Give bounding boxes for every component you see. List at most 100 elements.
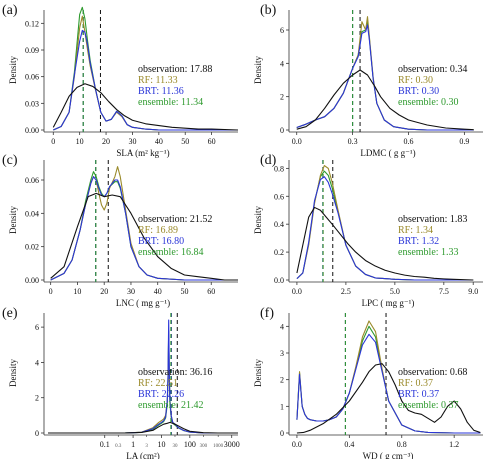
y-tick-label: 6 xyxy=(280,26,284,35)
x-tick-label: 0.0 xyxy=(292,440,302,449)
y-tick-label: 6 xyxy=(35,323,39,332)
panel-label: (e) xyxy=(2,306,18,321)
y-tick-label: 0.06 xyxy=(25,176,39,185)
x-tick-label: 60 xyxy=(208,137,216,146)
panel-4: (d) 0.0 2.5 5.0 7.5 9.0 0.0 0.2 0.4 0.6 0.8 LPC ( m… xyxy=(253,153,483,308)
x-tick-label: 0.0 xyxy=(292,137,302,146)
panel-label: (d) xyxy=(260,153,277,168)
x-tick-label: 9.0 xyxy=(468,287,478,296)
y-tick-label: 0.09 xyxy=(25,46,39,55)
legend-entry-ensemble: ensemble: 16.84 xyxy=(138,247,204,258)
x-tick-label: 0.8 xyxy=(397,440,407,449)
legend-entry-rf: RF: 22.51 xyxy=(138,378,178,389)
y-tick-label: 0.6 xyxy=(274,192,284,201)
legend-entry-brt: BRT: 22.26 xyxy=(138,389,184,400)
y-tick-label: 0 xyxy=(280,126,284,135)
x-tick-label: 0.3 xyxy=(348,137,358,146)
legend-entry-brt: BRT: 0.30 xyxy=(398,86,439,97)
y-tick-label: 0.02 xyxy=(25,243,39,252)
x-tick-label: 20 xyxy=(100,287,108,296)
legend-entry-rf: RF: 1.34 xyxy=(398,225,433,236)
x-tick-label: 0.9 xyxy=(459,137,469,146)
x-tick-label: 50 xyxy=(181,137,189,146)
legend-entry-observation: observation: 0.34 xyxy=(398,64,467,75)
y-axis-label: Density xyxy=(8,206,18,234)
x-tick-label: 60 xyxy=(207,287,215,296)
y-tick-label: 0.03 xyxy=(25,99,39,108)
legend-entry-rf: RF: 11.33 xyxy=(138,75,178,86)
y-axis-label: Density xyxy=(253,206,263,234)
x-tick-label: 5.0 xyxy=(390,287,400,296)
x-tick-label: 7.5 xyxy=(439,287,449,296)
legend-entry-brt: BRT: 16.80 xyxy=(138,236,184,247)
x-tick-label: 0 xyxy=(51,137,55,146)
x-minor-tick-label: 0.3 xyxy=(115,444,122,449)
x-tick-label: 1 xyxy=(131,440,135,449)
x-tick-label: 10 xyxy=(73,287,81,296)
panel-6: (f) 0.0 0.4 0.8 1.2 0 1 2 3 4 WD ( g cm⁻³) Density o… xyxy=(253,306,483,459)
series-line-brt xyxy=(53,29,238,131)
y-tick-label: 4 xyxy=(35,358,39,367)
legend-entry-rf: RF: 16.89 xyxy=(138,225,178,236)
panel-label: (b) xyxy=(260,3,277,18)
x-tick-label: 50 xyxy=(180,287,188,296)
x-tick-label: 0.6 xyxy=(403,137,413,146)
legend-entry-ensemble: ensemble: 11.34 xyxy=(138,97,203,108)
legend-entry-brt: BRT: 1.32 xyxy=(398,236,439,247)
panel-5: (e) 0.1 1 10 100 3000 0.3 3 30 300 1000 0 2 4 6 LA (cm²… xyxy=(2,306,240,459)
x-axis-label: WD ( g cm⁻³) xyxy=(363,451,414,459)
y-axis-label: Density xyxy=(8,359,18,387)
x-minor-tick-label: 3 xyxy=(145,444,148,449)
legend-entry-observation: observation: 1.83 xyxy=(398,214,467,225)
y-axis-label: Density xyxy=(253,56,263,84)
y-tick-label: 2 xyxy=(35,394,39,403)
series-line-ensemble xyxy=(296,21,474,131)
series-line-observation xyxy=(296,363,481,434)
legend-entry-observation: observation: 21.52 xyxy=(138,214,212,225)
y-tick-label: 1 xyxy=(280,402,284,411)
x-tick-label: 10 xyxy=(157,440,165,449)
y-tick-label: 0.00 xyxy=(25,276,39,285)
series-line-observation xyxy=(52,83,239,131)
y-tick-label: 3 xyxy=(280,349,284,358)
legend-entry-rf: RF: 0.30 xyxy=(398,75,433,86)
x-axis-label: LDMC ( g g⁻¹) xyxy=(360,148,415,158)
x-tick-label: 0.0 xyxy=(292,287,302,296)
legend-entry-observation: observation: 0.68 xyxy=(398,367,467,378)
x-axis-label: LPC ( mg g⁻¹) xyxy=(362,298,415,308)
legend-entry-rf: RF: 0.37 xyxy=(398,378,433,389)
y-tick-label: 0.12 xyxy=(25,19,39,28)
series-line-observation xyxy=(296,69,474,131)
legend-entry-observation: observation: 17.88 xyxy=(138,64,212,75)
y-axis-label: Density xyxy=(8,56,18,84)
y-tick-label: 4 xyxy=(280,322,284,331)
x-tick-label: 0 xyxy=(49,287,53,296)
series-line-brt xyxy=(296,176,474,281)
y-tick-label: 0.04 xyxy=(25,209,39,218)
x-axis-label: LNC ( mg g⁻¹) xyxy=(116,298,170,308)
x-minor-tick-label: 1000 xyxy=(213,444,224,449)
y-tick-label: 0.00 xyxy=(25,126,39,135)
x-tick-label: 100 xyxy=(184,440,196,449)
legend-entry-ensemble: ensemble: 21.42 xyxy=(138,400,204,411)
x-axis-label: LA (cm²) xyxy=(126,451,159,459)
x-tick-label: 40 xyxy=(154,287,162,296)
y-tick-label: 0.4 xyxy=(274,220,284,229)
legend-entry-ensemble: ensemble: 0.30 xyxy=(398,97,459,108)
y-tick-label: 0.2 xyxy=(274,248,284,257)
y-tick-label: 0.8 xyxy=(274,164,284,173)
panel-3: (c) 0 10 20 30 40 50 60 0.00 0.02 0.04 0.06 LNC ( mg… xyxy=(2,153,238,308)
x-tick-label: 1.2 xyxy=(449,440,459,449)
y-tick-label: 0.06 xyxy=(25,73,39,82)
x-axis-label: SLA (m² kg⁻¹) xyxy=(116,148,169,158)
series-line-ensemble xyxy=(296,325,481,434)
series-line-observation xyxy=(48,421,238,434)
x-minor-tick-label: 30 xyxy=(172,444,178,449)
y-tick-label: 2 xyxy=(280,93,284,102)
panel-label: (c) xyxy=(2,153,18,168)
series-line-observation xyxy=(296,206,474,281)
series-line-brt xyxy=(48,319,238,434)
panel-1: (a) 0 10 20 30 40 50 60 0.00 0.03 0.06 0.09 0.12 SLA … xyxy=(2,3,239,158)
x-tick-label: 2.5 xyxy=(341,287,351,296)
